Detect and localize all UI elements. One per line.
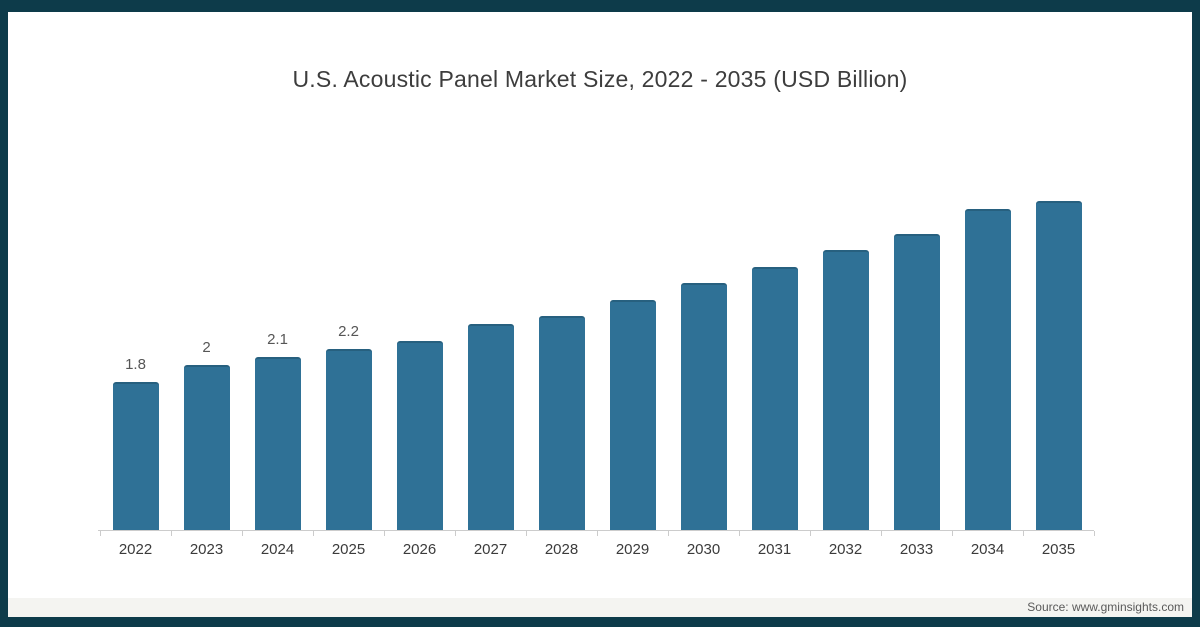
x-axis-tick [100,531,101,536]
source-text: Source: www.gminsights.com [1027,600,1184,614]
x-axis-tick [668,531,669,536]
frame-border-bottom [0,617,1200,627]
x-axis-label-2035: 2035 [1041,541,1076,558]
x-axis-label-2033: 2033 [899,541,934,558]
plot-area: 1.8 2 2.1 2.2 [100,139,1094,530]
chart-title: U.S. Acoustic Panel Market Size, 2022 - … [292,66,908,92]
bar-value-label: 2.2 [338,323,359,340]
bar-2023 [183,365,230,530]
x-axis-tick [1023,531,1024,536]
x-axis-label-2028: 2028 [544,541,579,558]
x-axis-tick [952,531,953,536]
x-axis-label-2026: 2026 [402,541,437,558]
source-bar: Source: www.gminsights.com [8,598,1192,617]
bar-2031 [751,267,798,530]
bar-2024 [254,357,301,530]
x-axis-tick [739,531,740,536]
x-axis-label-2025: 2025 [331,541,366,558]
bar-2025 [325,349,372,530]
x-axis-label-2029: 2029 [615,541,650,558]
x-axis-tick [242,531,243,536]
x-axis-label-2022: 2022 [118,541,153,558]
x-axis-tick [597,531,598,536]
x-axis-tick [171,531,172,536]
x-axis-tick [881,531,882,536]
bar-2027 [467,324,514,530]
bar-2022 [112,382,159,530]
bar-value-label: 2.1 [267,331,288,348]
x-axis-tick [526,531,527,536]
bar-2029 [609,300,656,530]
bar-value-label: 2 [202,339,211,356]
bar-2026 [396,341,443,530]
x-axis-tick [313,531,314,536]
x-axis-tick [810,531,811,536]
x-axis-label-2034: 2034 [970,541,1005,558]
bar-2033 [893,234,940,530]
x-axis-label-2027: 2027 [473,541,508,558]
frame-border-top [0,0,1200,12]
x-axis-line [98,530,1094,531]
bar-2035 [1035,201,1082,530]
x-axis-tick [1094,531,1095,536]
bar-2030 [680,283,727,530]
x-axis-label-2032: 2032 [828,541,863,558]
bar-2028 [538,316,585,530]
x-axis-label-2023: 2023 [189,541,224,558]
bar-value-label: 1.8 [125,356,146,373]
x-axis-label-2031: 2031 [757,541,792,558]
x-axis-tick [455,531,456,536]
x-axis-label-2024: 2024 [260,541,295,558]
frame-border-right [1192,0,1200,627]
frame-border-left [0,0,8,627]
x-axis-label-2030: 2030 [686,541,721,558]
x-axis-tick [384,531,385,536]
bar-2034 [964,209,1011,530]
bar-2032 [822,250,869,530]
